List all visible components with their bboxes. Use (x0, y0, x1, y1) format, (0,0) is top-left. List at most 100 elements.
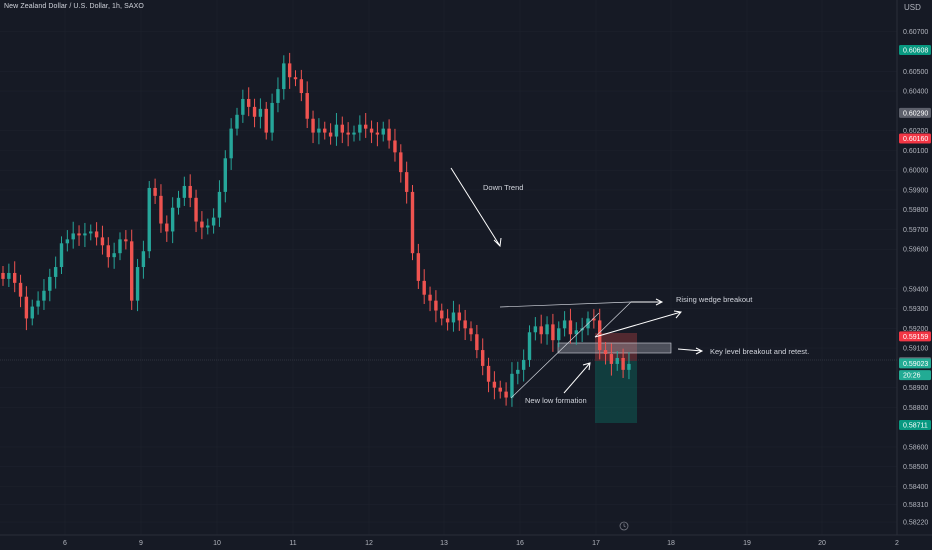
wedge-breakout-arrow-lower[interactable] (594, 310, 682, 338)
candle-body (317, 128, 321, 133)
key-level-box[interactable] (557, 342, 672, 354)
candle-body (521, 359, 526, 370)
candle-body (615, 357, 619, 364)
candles (1, 52, 631, 407)
candle-body (176, 197, 181, 208)
price-tick-label: 0.60100 (903, 148, 928, 155)
candle-body (299, 79, 304, 94)
candle-body (153, 187, 157, 196)
candle-body (352, 132, 356, 135)
timezone-icon[interactable] (619, 521, 629, 531)
wedge-lower-line[interactable] (510, 312, 600, 399)
candle-body (381, 128, 385, 135)
wedge-breakout-arrow-upper[interactable] (631, 298, 664, 306)
candle-body (30, 306, 34, 319)
candle-body (539, 326, 543, 335)
stop-loss-zone (595, 333, 637, 361)
candle-body (89, 231, 93, 234)
candle-body (100, 237, 105, 246)
candle-body (48, 276, 52, 291)
price-tick-label: 0.58800 (903, 405, 928, 412)
candle-body (276, 89, 280, 103)
candle-body (293, 77, 298, 80)
time-tick-label: 18 (667, 540, 675, 547)
drawings[interactable]: Down Trend Rising wedge breakout Key lev… (450, 167, 809, 405)
currency-label[interactable]: USD (904, 3, 921, 12)
price-tag (899, 420, 931, 431)
time-tick-label: 12 (365, 540, 373, 547)
price-tick-label: 0.58220 (903, 520, 928, 527)
candle-body (481, 350, 485, 366)
new-low-arrow[interactable] (563, 362, 591, 394)
price-tag-label: 0.59159 (903, 334, 928, 341)
candle-body (83, 233, 87, 236)
candle-body (451, 312, 456, 323)
price-tag (899, 133, 931, 144)
candle-body (42, 290, 46, 301)
price-tick-label: 0.60700 (903, 29, 928, 36)
candle-body (124, 239, 128, 242)
candle-body (165, 223, 169, 232)
symbol-title[interactable]: New Zealand Dollar / U.S. Dollar, 1h, SA… (4, 3, 144, 10)
candle-body (247, 98, 251, 107)
time-scale[interactable]: 6 9 10 11 12 13 16 17 18 19 20 2 (63, 540, 899, 547)
candle-body (387, 128, 391, 141)
candle-body (375, 132, 380, 135)
candle-body (428, 294, 432, 301)
down-trend-arrow[interactable] (450, 167, 502, 248)
candle-body (562, 320, 567, 329)
candle-body (416, 253, 421, 281)
candle-body (252, 106, 257, 117)
price-scale[interactable]: 0.60700 0.60500 0.60400 0.60200 0.60100 0.600… (903, 29, 928, 526)
price-tick-label: 0.59400 (903, 286, 928, 293)
candle-body (241, 98, 245, 115)
new-low-label: New low formation (525, 396, 587, 405)
candle-body (287, 63, 292, 78)
price-tick-label: 0.60500 (903, 69, 928, 76)
candle-body (346, 132, 350, 135)
candle-body (106, 245, 110, 258)
candle-body (258, 108, 263, 117)
candle-body (603, 350, 608, 355)
key-level-arrow[interactable] (677, 347, 704, 355)
candle-body (440, 310, 444, 319)
candle-body (358, 124, 362, 133)
candle-body (94, 231, 99, 238)
candle-body (170, 207, 175, 232)
price-tick-label: 0.59200 (903, 326, 928, 333)
candle-body (305, 93, 309, 119)
time-tick-label: 10 (213, 540, 221, 547)
candle-body (551, 324, 555, 341)
price-tag-label: 0.60608 (903, 47, 928, 54)
candle-body (65, 239, 70, 244)
candle-body (118, 239, 122, 254)
candle-body (510, 373, 514, 398)
take-profit-zone (595, 361, 637, 423)
candle-body (59, 243, 64, 268)
candle-body (557, 328, 561, 341)
candle-body (182, 185, 187, 198)
candle-body (545, 324, 549, 335)
candle-body (235, 114, 239, 129)
price-tag (899, 44, 931, 55)
wedge-extension-line[interactable] (594, 301, 632, 338)
time-tick-label: 17 (592, 540, 600, 547)
time-tick-label: 11 (289, 540, 296, 547)
price-tick-label: 0.58400 (903, 484, 928, 491)
candle-body (53, 267, 58, 277)
wedge-upper-line[interactable] (499, 301, 632, 308)
candle-body (135, 267, 140, 301)
candle-body (516, 369, 520, 374)
price-tag (899, 107, 931, 118)
candle-body (621, 357, 625, 370)
candle-body (422, 280, 426, 295)
candle-body (130, 241, 134, 301)
candle-body (206, 225, 210, 228)
candle-body (404, 172, 409, 192)
price-tick-label: 0.59900 (903, 187, 928, 194)
price-tag-label: 0.60160 (903, 136, 928, 143)
candle-body (574, 330, 578, 335)
short-position-tool[interactable] (595, 333, 637, 423)
candle-body (486, 365, 491, 382)
